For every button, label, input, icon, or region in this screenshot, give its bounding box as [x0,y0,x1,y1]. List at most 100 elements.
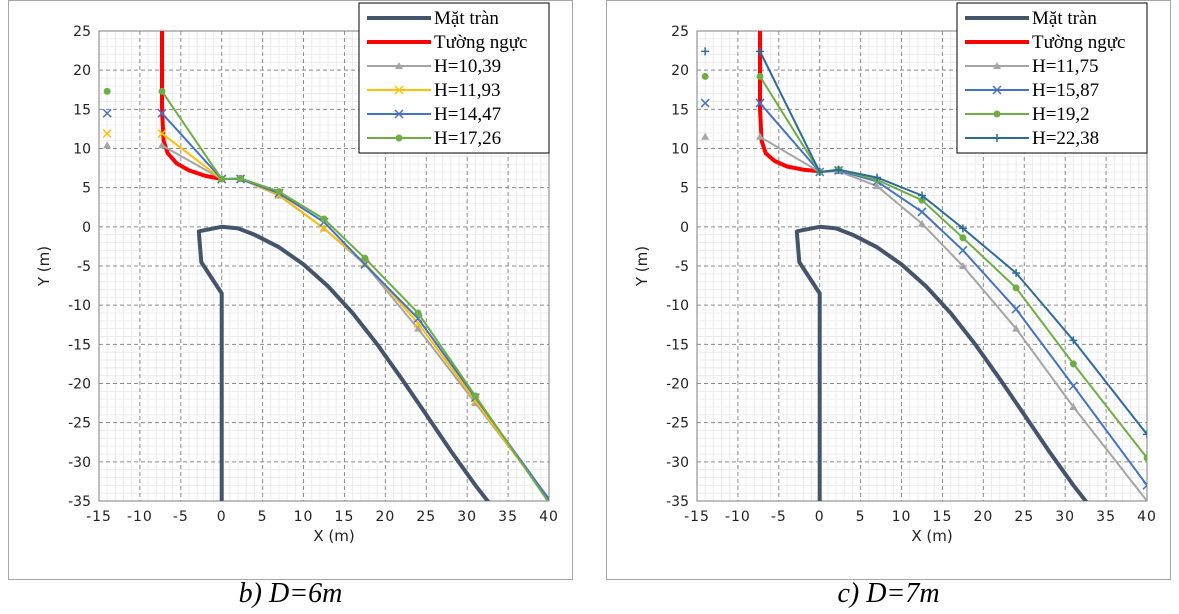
y-tick-label: -5 [675,259,689,275]
y-tick-label: 25 [73,24,91,40]
x-tick-label: -15 [86,509,112,525]
data-point-5 [158,87,166,95]
x-axis-label: X (m) [313,527,354,545]
x-tick-label: 0 [217,509,227,525]
x-tick-label: 25 [416,509,436,525]
data-point-4 [1069,360,1077,368]
legend-box [956,2,1148,154]
data-point-2 [395,62,403,69]
series-line-1 [758,31,822,174]
data-point-5 [395,134,403,142]
data-point-3 [958,245,968,255]
data-point-5 [815,168,824,176]
data-point-5 [361,254,369,262]
data-point-4 [756,72,764,80]
legend: Mặt tràn Tường ngực H=10,39 H=11,93 H=14,47 H… [358,2,550,154]
data-point-4 [959,234,967,242]
data-point-5 [218,175,226,183]
data-point-3 [992,85,1002,95]
x-tick-label: 10 [892,509,912,525]
legend-label: H=22,38 [1032,128,1099,149]
plot-area [98,30,550,502]
y-tick-label: -30 [68,455,91,471]
data-point-4 [993,110,1001,118]
legend-label: Mặt tràn [434,8,499,29]
y-tick-label: -25 [666,416,689,432]
data-point-3 [917,207,927,217]
series-line-0 [794,224,1089,501]
y-tick-label: -35 [68,494,91,510]
data-point-4 [394,109,404,119]
x-tick-label: 40 [539,509,559,525]
x-tick-label: 20 [375,509,395,525]
data-point-5 [275,188,283,196]
y-tick-label: 10 [73,142,91,158]
x-tick-label: 35 [498,509,518,525]
data-point-5 [1143,430,1147,439]
legend-label: H=17,26 [434,128,501,149]
caption-d6: b) D=6m [238,578,343,609]
legend-label: H=14,47 [434,104,501,125]
data-point-5 [701,47,710,56]
legend-label: Tường ngực [434,32,527,53]
y-tick-label: 0 [680,220,689,236]
x-tick-label: -5 [771,509,787,525]
data-point-3 [394,85,404,95]
data-point-3 [157,129,167,139]
data-point-5 [237,174,245,182]
legend-box [358,2,550,154]
data-point-5 [103,87,111,95]
y-tick-label: 5 [680,181,689,197]
data-point-5 [471,392,479,400]
data-point-5 [958,224,967,233]
y-tick-label: 15 [671,102,689,118]
data-point-4 [157,108,167,118]
data-point-4 [701,72,709,80]
y-tick-label: 20 [73,63,91,79]
y-tick-label: -10 [666,298,689,314]
data-point-2 [756,132,764,140]
data-point-5 [834,165,843,174]
legend-label: H=10,39 [434,56,501,77]
data-point-3 [1142,480,1147,490]
data-point-5 [993,134,1001,142]
legend: Mặt tràn Tường ngực H=11,75 H=15,87 H=19,2 H=… [956,2,1148,154]
y-tick-label: -15 [68,337,91,353]
legend-label: H=11,93 [434,80,500,101]
x-tick-label: 10 [294,509,314,525]
data-point-4 [1012,284,1020,292]
data-point-2 [701,132,710,140]
data-point-5 [414,309,422,317]
data-point-5 [320,215,328,223]
y-tick-label: -20 [666,377,689,393]
data-point-3 [755,98,765,108]
data-point-3 [102,129,112,139]
x-tick-label: 30 [457,509,477,525]
chart-panel-d7: 25 20 15 10 5 0 -5 -10 -15 -20 -25 -30 -35 -15 -10 -5 0 5… [606,0,1171,580]
data-point-5 [918,191,926,200]
y-tick-label: -5 [77,259,91,275]
x-tick-label: -10 [725,509,751,525]
y-axis-label: Y (m) [633,246,651,287]
y-tick-label: -35 [666,494,689,510]
data-point-3 [700,98,710,108]
x-tick-label: 35 [1096,509,1116,525]
plot-area [696,30,1148,502]
series-line-1 [160,31,224,181]
data-point-2 [1012,324,1021,332]
x-tick-label: 20 [973,509,993,525]
y-tick-label: -30 [666,455,689,471]
x-tick-label: 40 [1137,509,1157,525]
chart-panel-d6: 25 20 15 10 5 0 -5 -10 -15 -20 -25 -30 -35 -15 -10 -5 0 5… [8,0,573,580]
data-point-2 [1069,403,1078,410]
data-point-2 [414,324,423,332]
y-tick-label: 0 [82,220,91,236]
x-tick-label: -15 [684,509,710,525]
data-point-4 [918,196,926,204]
data-point-2 [1144,497,1147,501]
x-tick-label: 0 [815,509,825,525]
legend-label: Mặt tràn [1032,8,1097,29]
data-point-3 [1068,381,1078,391]
data-point-2 [873,182,881,190]
